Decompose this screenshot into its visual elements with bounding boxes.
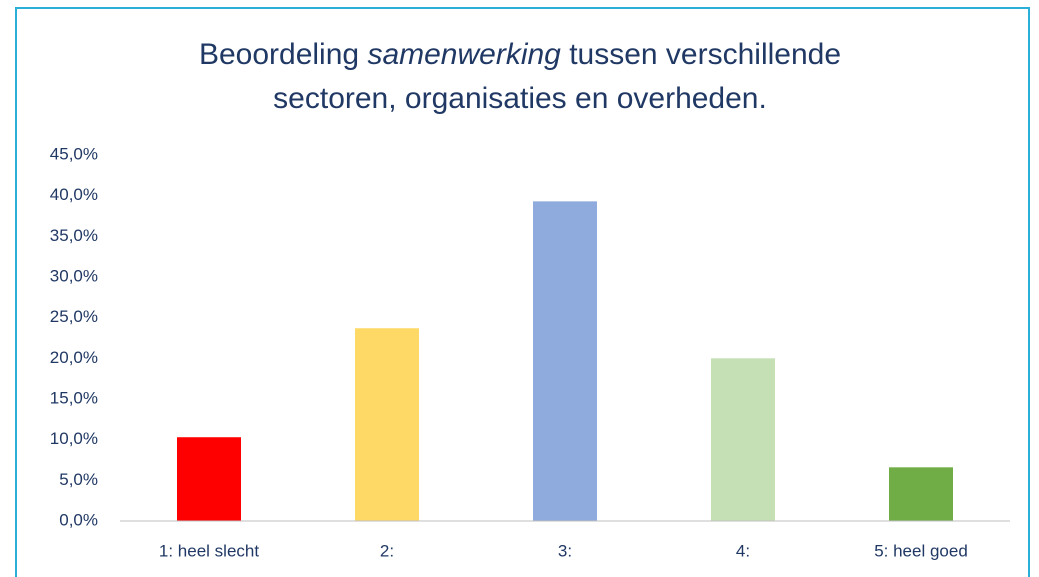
y-tick-label: 5,0% (59, 470, 98, 489)
x-tick-label: 2: (380, 541, 394, 560)
bar (889, 467, 953, 521)
bar (355, 328, 419, 521)
y-tick-label: 45,0% (50, 144, 98, 163)
y-tick-label: 0,0% (59, 510, 98, 529)
chart-title: Beoordeling samenwerking tussen verschil… (199, 38, 841, 71)
title-part: samenwerking (367, 38, 561, 71)
y-tick-label: 35,0% (50, 226, 98, 245)
y-tick-label: 15,0% (50, 388, 98, 407)
title-part: sectoren, organisaties en overheden. (273, 82, 767, 115)
title-part: tussen verschillende (561, 38, 841, 71)
y-tick-label: 25,0% (50, 307, 98, 326)
x-tick-label: 1: heel slecht (159, 541, 259, 560)
y-tick-label: 40,0% (50, 185, 98, 204)
x-tick-label: 4: (736, 541, 750, 560)
x-tick-label: 3: (558, 541, 572, 560)
title-part: Beoordeling (199, 38, 367, 71)
y-tick-label: 10,0% (50, 429, 98, 448)
chart-title: sectoren, organisaties en overheden. (273, 82, 767, 115)
bar (177, 437, 241, 521)
y-tick-label: 20,0% (50, 348, 98, 367)
x-tick-label: 5: heel goed (874, 541, 968, 560)
bar (533, 201, 597, 522)
bar (711, 358, 775, 521)
y-tick-label: 30,0% (50, 266, 98, 285)
